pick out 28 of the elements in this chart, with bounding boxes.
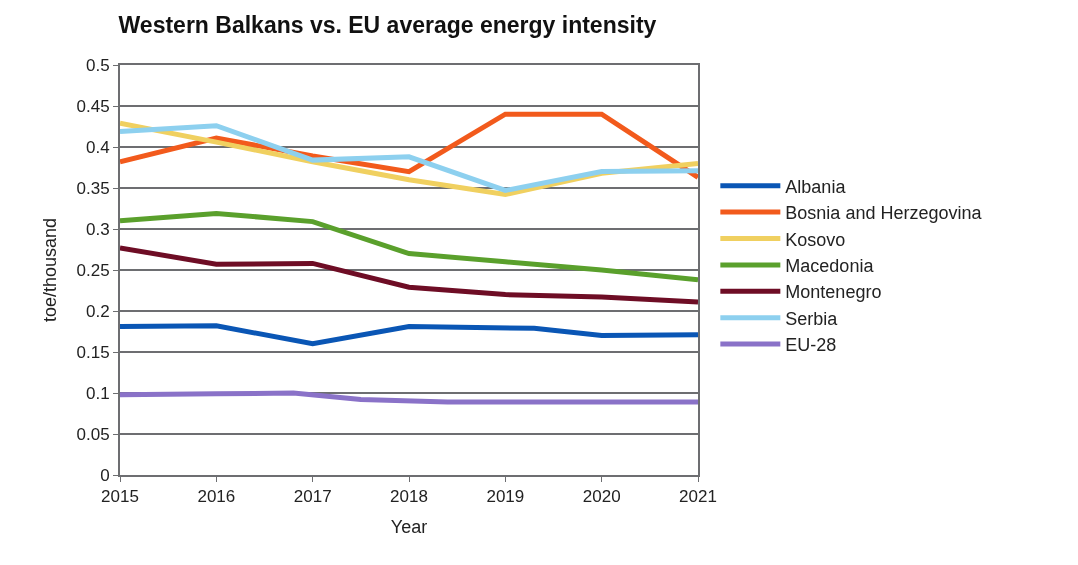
chart-title: Western Balkans vs. EU average energy intensity [118,12,657,39]
y-tick-label: 0.3 [85,219,110,239]
y-tick-label: 0.1 [85,383,110,403]
x-tick-label: 2021 [679,487,717,507]
legend-label: Montenegro [785,282,882,303]
y-tick-label: 0.4 [85,137,110,157]
legend-label: Kosovo [785,229,846,250]
x-axis-title: Year [390,517,428,537]
x-tick-label: 2019 [486,487,525,507]
x-tick-label: 2017 [293,487,332,507]
y-tick-label: 0.2 [85,301,110,321]
y-tick-label: 0.5 [85,55,110,75]
y-tick-label: 0.25 [76,260,110,280]
y-tick-label: 0.45 [76,96,110,116]
legend-label: EU-28 [785,335,837,356]
y-tick-label: 0 [100,465,110,485]
x-tick-label: 2020 [582,487,621,507]
legend-label: Albania [785,176,847,197]
x-tick-label: 2015 [101,487,139,507]
legend-label: Macedonia [785,255,875,276]
x-tick-label: 2016 [197,487,236,507]
legend-label: Bosnia and Herzegovina [785,203,983,224]
y-tick-label: 0.35 [76,178,110,198]
y-tick-label: 0.15 [76,342,110,362]
y-tick-label: 0.05 [76,424,110,444]
y-axis-title: toe/thousand [40,217,61,323]
x-tick-label: 2018 [390,487,428,507]
legend-label: Serbia [785,308,839,329]
